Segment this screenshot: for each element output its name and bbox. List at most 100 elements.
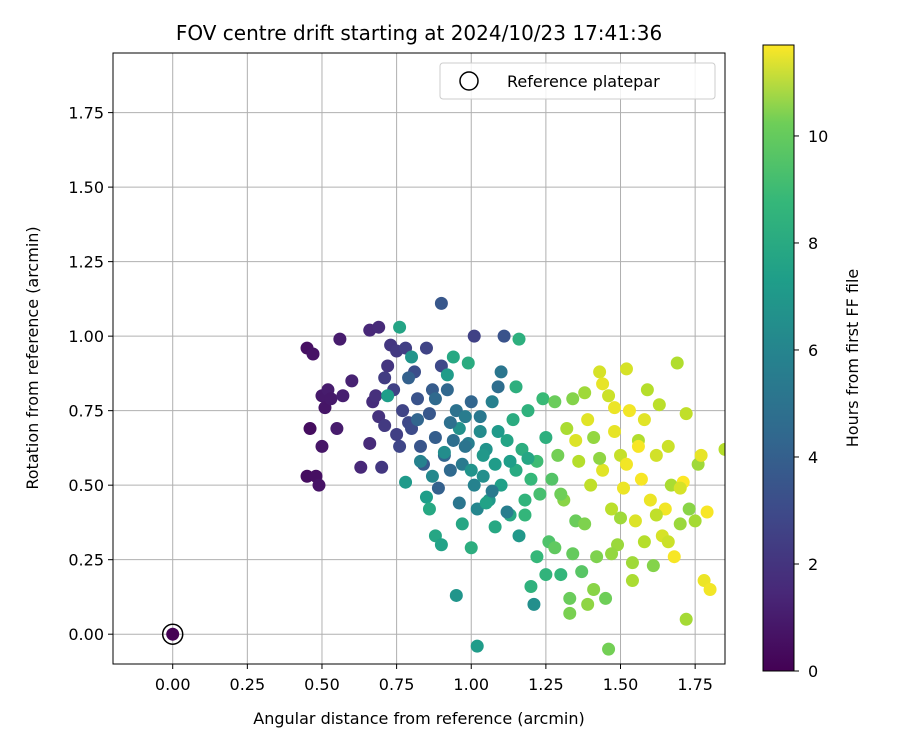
colorbar-tick-label: 6: [808, 341, 818, 360]
scatter-point: [640, 383, 654, 397]
scatter-point: [467, 478, 481, 492]
x-tick-label: 0.00: [155, 675, 191, 694]
scatter-point: [512, 529, 526, 543]
y-tick-label: 1.00: [68, 327, 104, 346]
scatter-point: [381, 359, 395, 373]
scatter-point: [303, 422, 317, 436]
scatter-point: [560, 422, 574, 436]
y-tick-label: 1.75: [68, 104, 104, 123]
scatter-point: [566, 547, 580, 561]
y-axis-ticks: 0.00 0.25 0.50 0.75 1.00 1.25 1.50 1.75: [68, 104, 113, 644]
colorbar-tick-label: 4: [808, 448, 818, 467]
colorbar: 0 2 4 6 8 10 Hours from first FF file: [762, 44, 862, 681]
scatter-point: [393, 320, 407, 334]
scatter-point: [473, 410, 487, 424]
colorbar-ticks: 0 2 4 6 8 10: [794, 127, 828, 681]
scatter-point: [694, 448, 708, 462]
scatter-point: [413, 439, 427, 453]
scatter-point: [411, 413, 425, 427]
scatter-point: [378, 371, 392, 385]
scatter-point: [524, 472, 538, 486]
scatter-point: [500, 505, 514, 519]
scatter-point: [602, 642, 616, 656]
scatter-point: [494, 365, 508, 379]
scatter-point: [467, 329, 481, 343]
scatter-point: [393, 439, 407, 453]
scatter-point: [402, 371, 416, 385]
scatter-point: [625, 556, 639, 570]
scatter-point: [518, 508, 532, 522]
scatter-point: [661, 535, 675, 549]
y-tick-label: 0.00: [68, 625, 104, 644]
x-tick-label: 0.25: [230, 675, 266, 694]
scatter-point: [333, 332, 347, 346]
scatter-point: [449, 588, 463, 602]
scatter-point: [524, 580, 538, 594]
x-tick-label: 1.50: [603, 675, 639, 694]
scatter-point: [324, 392, 338, 406]
scatter-point: [605, 502, 619, 516]
scatter-point: [554, 568, 568, 582]
scatter-point: [637, 413, 651, 427]
scatter-point: [455, 517, 469, 531]
scatter-point: [354, 460, 368, 474]
plot-frame: [112, 52, 726, 665]
scatter-point: [440, 368, 454, 382]
scatter-point: [446, 433, 460, 447]
scatter-point: [637, 535, 651, 549]
scatter-point: [566, 392, 580, 406]
scatter-point: [345, 374, 359, 388]
scatter-point: [581, 413, 595, 427]
scatter-point: [428, 430, 442, 444]
scatter-point: [673, 517, 687, 531]
scatter-point: [464, 463, 478, 477]
scatter-point: [575, 565, 589, 579]
scatter-point: [521, 404, 535, 418]
scatter-point: [679, 612, 693, 626]
x-tick-label: 0.75: [379, 675, 415, 694]
legend-reference-marker-icon: [459, 71, 479, 91]
scatter-point: [422, 502, 436, 516]
reference-marker-group: [161, 623, 184, 645]
scatter-point: [312, 478, 326, 492]
scatter-point: [619, 362, 633, 376]
scatter-point: [488, 520, 502, 534]
scatter-point: [431, 481, 445, 495]
scatter-point: [646, 559, 660, 573]
colorbar-tick-label: 2: [808, 555, 818, 574]
scatter-point: [488, 457, 502, 471]
legend-entry-reference: Reference platepar: [507, 72, 660, 91]
scatter-point: [584, 478, 598, 492]
scatter-point: [700, 505, 714, 519]
scatter-point: [554, 487, 568, 501]
scatter-point: [509, 380, 523, 394]
scatter-point: [667, 550, 681, 564]
scatter-point: [330, 422, 344, 436]
scatter-point: [396, 404, 410, 418]
scatter-point: [548, 541, 562, 555]
scatter-point: [599, 591, 613, 605]
scatter-point: [473, 425, 487, 439]
scatter-point: [300, 469, 314, 483]
scatter-point: [614, 511, 628, 525]
scatter-point: [443, 416, 457, 430]
scatter-point: [590, 550, 604, 564]
scatter-point: [521, 451, 535, 465]
scatter-point: [605, 547, 619, 561]
scatter-point: [703, 582, 717, 596]
scatter-point: [375, 460, 389, 474]
y-tick-label: 1.25: [68, 253, 104, 272]
chart-title: FOV centre drift starting at 2024/10/23 …: [176, 21, 662, 45]
data-points: [300, 296, 725, 656]
scatter-point: [536, 392, 550, 406]
scatter-point: [539, 430, 553, 444]
scatter-point: [596, 377, 610, 391]
scatter-point: [530, 550, 544, 564]
scatter-point: [593, 451, 607, 465]
scatter-point: [411, 392, 425, 406]
scatter-point: [306, 347, 320, 361]
scatter-point: [533, 487, 547, 501]
scatter-point: [625, 574, 639, 588]
scatter-point: [336, 389, 350, 403]
